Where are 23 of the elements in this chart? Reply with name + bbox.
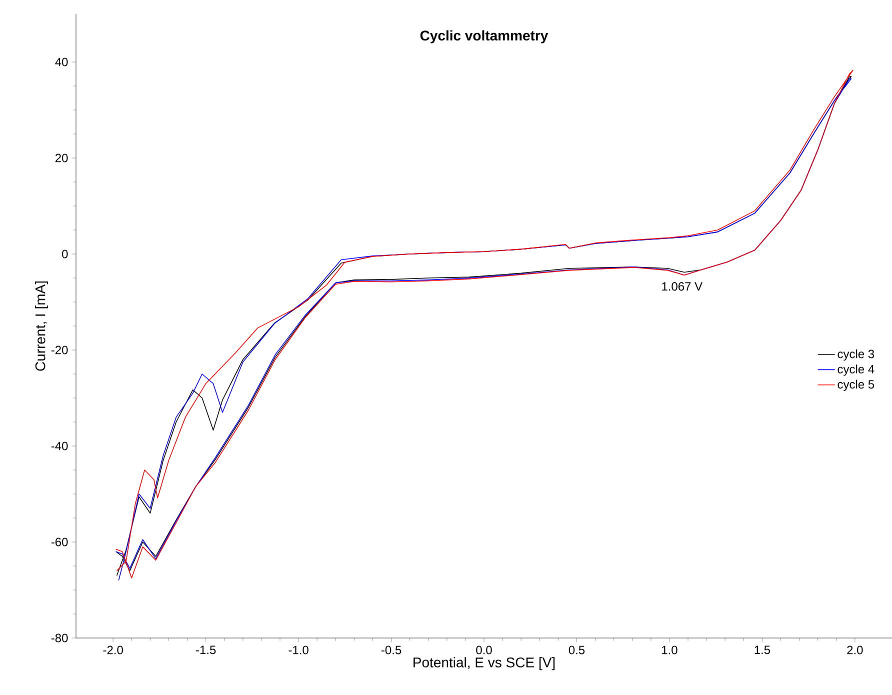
x-tick-label: 2.0 (847, 646, 863, 654)
x-tick-label: 1.0 (662, 646, 678, 654)
legend-label: cycle 3 (838, 349, 874, 361)
x-tick-label: -1.5 (196, 646, 216, 654)
y-tick-label: -80 (51, 634, 68, 642)
x-tick-label: -1.0 (288, 646, 308, 654)
x-tick-label: 0.5 (568, 646, 585, 654)
y-tick-label: 0 (62, 250, 68, 258)
x-tick-label: -2.0 (103, 646, 123, 654)
y-tick-label: 20 (55, 154, 68, 162)
legend-label: cycle 5 (838, 380, 874, 391)
y-axis-title: Current, I [mA] (35, 281, 48, 371)
y-tick-label: -40 (51, 442, 68, 450)
x-tick-label: 1.5 (754, 646, 770, 654)
annotation: 1.067 V (662, 282, 703, 291)
text: Cyclic voltammetry (420, 30, 548, 44)
x-axis-title: Potential, E vs SCE [V] (414, 657, 555, 670)
y-tick-label: -60 (51, 538, 68, 546)
x-tick-label: -0.5 (381, 646, 402, 654)
y-tick-label: 40 (55, 58, 68, 66)
y-tick-label: -20 (51, 346, 68, 354)
legend-label: cycle 4 (838, 364, 874, 376)
x-tick-label: 0.0 (476, 646, 492, 654)
